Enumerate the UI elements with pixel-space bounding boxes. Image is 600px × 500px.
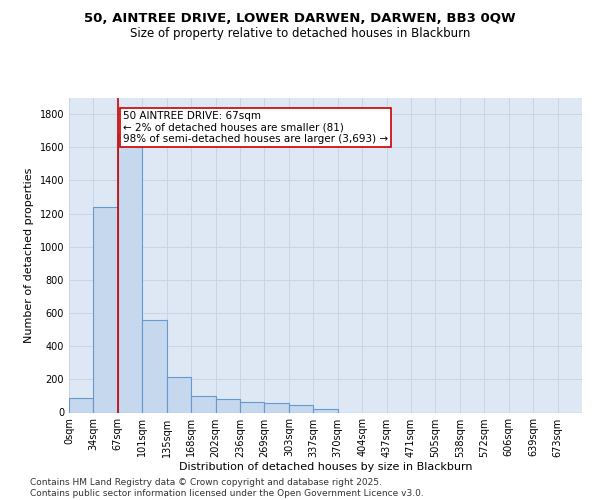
Bar <box>118 134 142 412</box>
Text: 50 AINTREE DRIVE: 67sqm
← 2% of detached houses are smaller (81)
98% of semi-det: 50 AINTREE DRIVE: 67sqm ← 2% of detached… <box>123 111 388 144</box>
Bar <box>265 402 289 412</box>
X-axis label: Distribution of detached houses by size in Blackburn: Distribution of detached houses by size … <box>179 462 472 472</box>
Bar <box>215 399 240 412</box>
Text: Contains HM Land Registry data © Crown copyright and database right 2025.
Contai: Contains HM Land Registry data © Crown c… <box>30 478 424 498</box>
Bar <box>191 396 215 412</box>
Bar <box>94 207 118 412</box>
Text: 50, AINTREE DRIVE, LOWER DARWEN, DARWEN, BB3 0QW: 50, AINTREE DRIVE, LOWER DARWEN, DARWEN,… <box>84 12 516 26</box>
Bar <box>142 320 167 412</box>
Text: Size of property relative to detached houses in Blackburn: Size of property relative to detached ho… <box>130 28 470 40</box>
Bar <box>289 405 313 412</box>
Y-axis label: Number of detached properties: Number of detached properties <box>24 168 34 342</box>
Bar <box>69 398 94 412</box>
Bar <box>167 377 191 412</box>
Bar <box>313 409 338 412</box>
Bar <box>240 402 265 412</box>
